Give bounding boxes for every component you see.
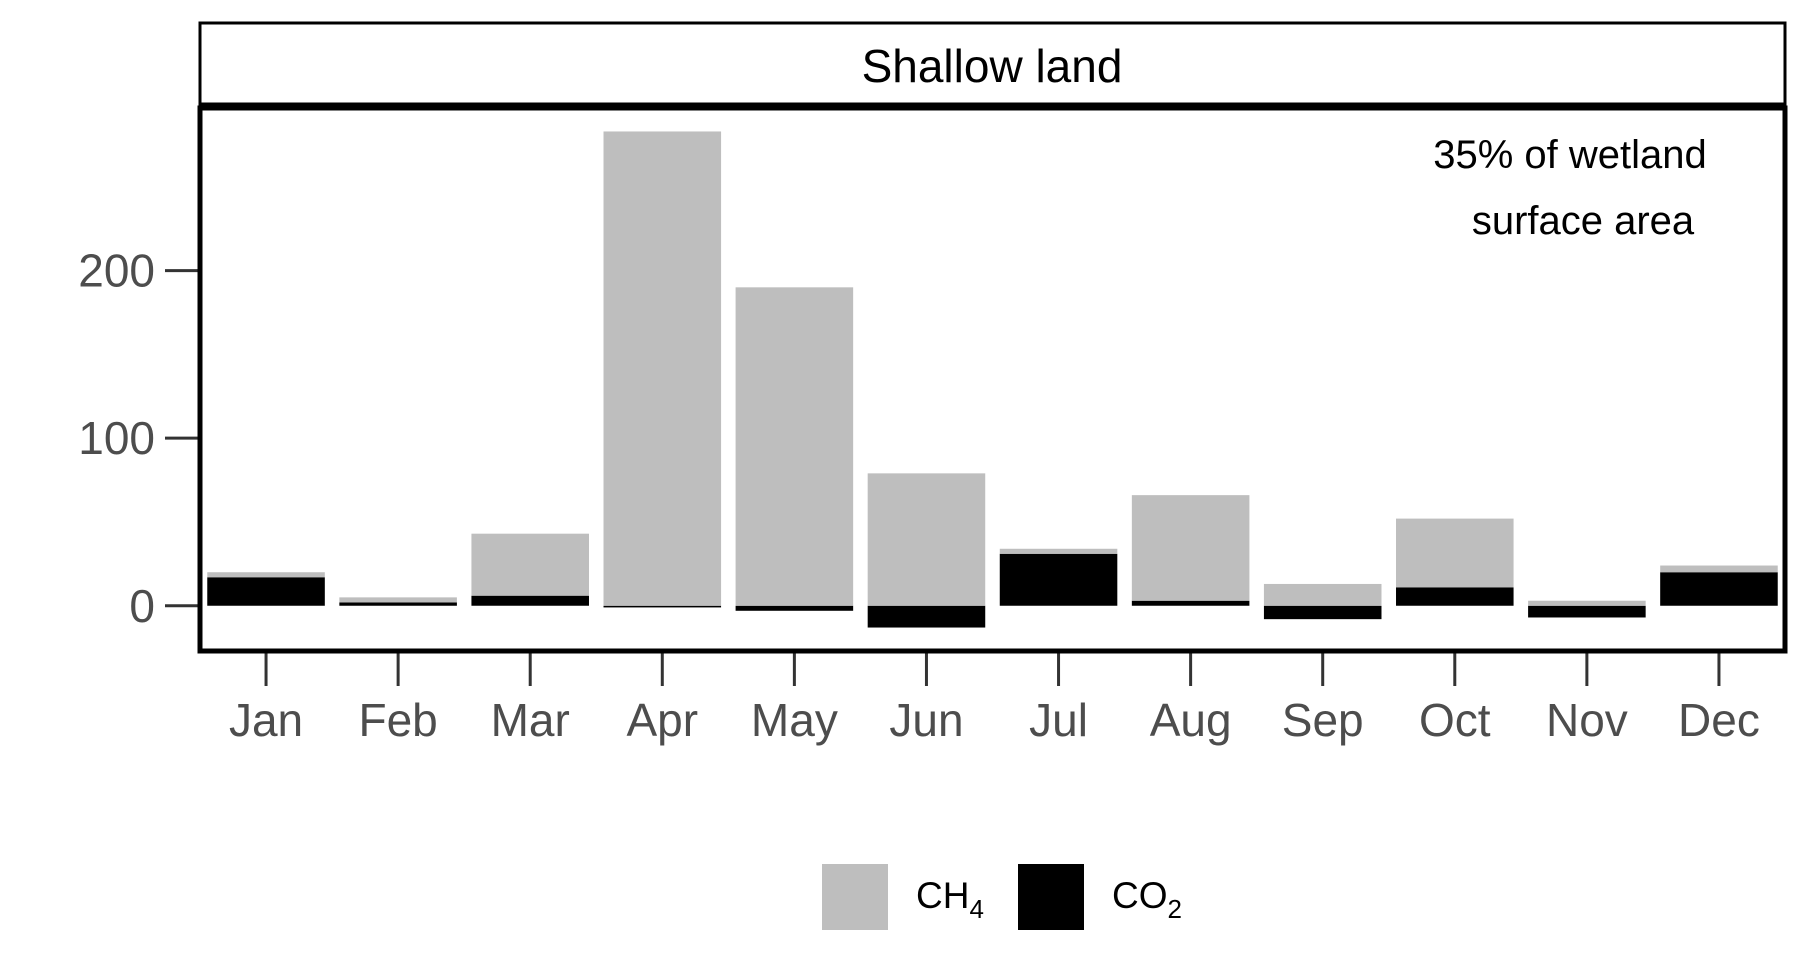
bar-ch4-aug xyxy=(1131,495,1250,601)
plot-panel-border xyxy=(197,105,1788,654)
bar-co2-aug xyxy=(1131,600,1250,606)
axis-ticks-layer: Jan Feb Mar Apr May Jun Jul Aug Sep Oct Nov Dec 0 100… xyxy=(78,245,1760,746)
legend-label-co2: CO2 xyxy=(1112,875,1182,924)
bar-ch4-sep xyxy=(1263,583,1382,606)
bar-co2-oct xyxy=(1396,587,1514,606)
bar-co2-sep xyxy=(1263,605,1382,620)
x-tick-label-aug: Aug xyxy=(1150,694,1232,746)
bar-ch4-oct xyxy=(1396,518,1514,588)
bar-co2-feb xyxy=(339,602,457,606)
x-tick-label-oct: Oct xyxy=(1419,694,1491,746)
bar-co2-jun xyxy=(867,605,986,628)
bar-ch4-apr xyxy=(603,131,722,606)
x-tick-label-may: May xyxy=(751,694,838,746)
x-tick-label-feb: Feb xyxy=(358,694,437,746)
x-tick-label-sep: Sep xyxy=(1282,694,1364,746)
bar-co2-nov xyxy=(1528,605,1646,618)
x-tick-label-dec: Dec xyxy=(1678,694,1760,746)
x-tick-label-mar: Mar xyxy=(491,694,570,746)
bar-ch4-dec xyxy=(1660,565,1778,573)
legend-key-co2 xyxy=(1018,864,1084,930)
x-tick-label-nov: Nov xyxy=(1546,694,1628,746)
bar-ch4-nov xyxy=(1528,600,1646,606)
bar-co2-may xyxy=(735,605,854,611)
facet-title: Shallow land xyxy=(862,40,1123,92)
annotation-line-1: 35% of wetland xyxy=(1433,133,1707,177)
facet-strip xyxy=(198,21,1787,106)
legend: CH4 CO2 xyxy=(822,864,1182,930)
y-tick-label-0: 0 xyxy=(129,580,155,632)
bar-co2-mar xyxy=(471,595,589,606)
bar-co2-jan xyxy=(207,577,325,606)
legend-label-ch4-subscript: 4 xyxy=(969,894,983,924)
legend-label-ch4: CH4 xyxy=(916,875,984,924)
bar-ch4-jul xyxy=(999,548,1118,554)
bar-co2-dec xyxy=(1660,572,1778,606)
bars-layer xyxy=(207,131,1778,628)
bar-ch4-mar xyxy=(471,533,589,596)
legend-label-co2-subscript: 2 xyxy=(1168,894,1182,924)
x-tick-label-jan: Jan xyxy=(229,694,303,746)
y-tick-label-200: 200 xyxy=(78,245,155,297)
bar-ch4-jan xyxy=(207,572,325,578)
y-tick-label-100: 100 xyxy=(78,412,155,464)
bar-ch4-jun xyxy=(867,473,986,606)
legend-key-ch4 xyxy=(822,864,888,930)
bar-co2-jul xyxy=(999,553,1118,606)
x-tick-label-jul: Jul xyxy=(1029,694,1088,746)
bar-ch4-may xyxy=(735,287,854,606)
x-tick-label-jun: Jun xyxy=(889,694,963,746)
annotation-line-2: surface area xyxy=(1472,199,1695,243)
x-tick-label-apr: Apr xyxy=(626,694,698,746)
bar-ch4-feb xyxy=(339,597,457,603)
bar-co2-apr xyxy=(603,605,722,608)
